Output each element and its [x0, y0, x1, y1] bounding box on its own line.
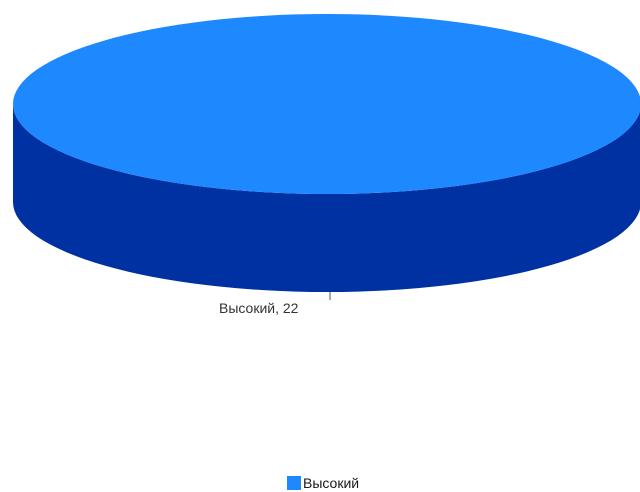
pie-slice-vysokiy[interactable]	[13, 14, 640, 194]
legend-swatch-vysokiy[interactable]	[287, 476, 301, 490]
data-label-vysokiy: Высокий, 22	[219, 300, 299, 316]
legend: Высокий	[287, 474, 359, 492]
pie-slice-side-vysokiy[interactable]	[13, 104, 640, 292]
legend-label-vysokiy[interactable]: Высокий	[303, 475, 360, 491]
